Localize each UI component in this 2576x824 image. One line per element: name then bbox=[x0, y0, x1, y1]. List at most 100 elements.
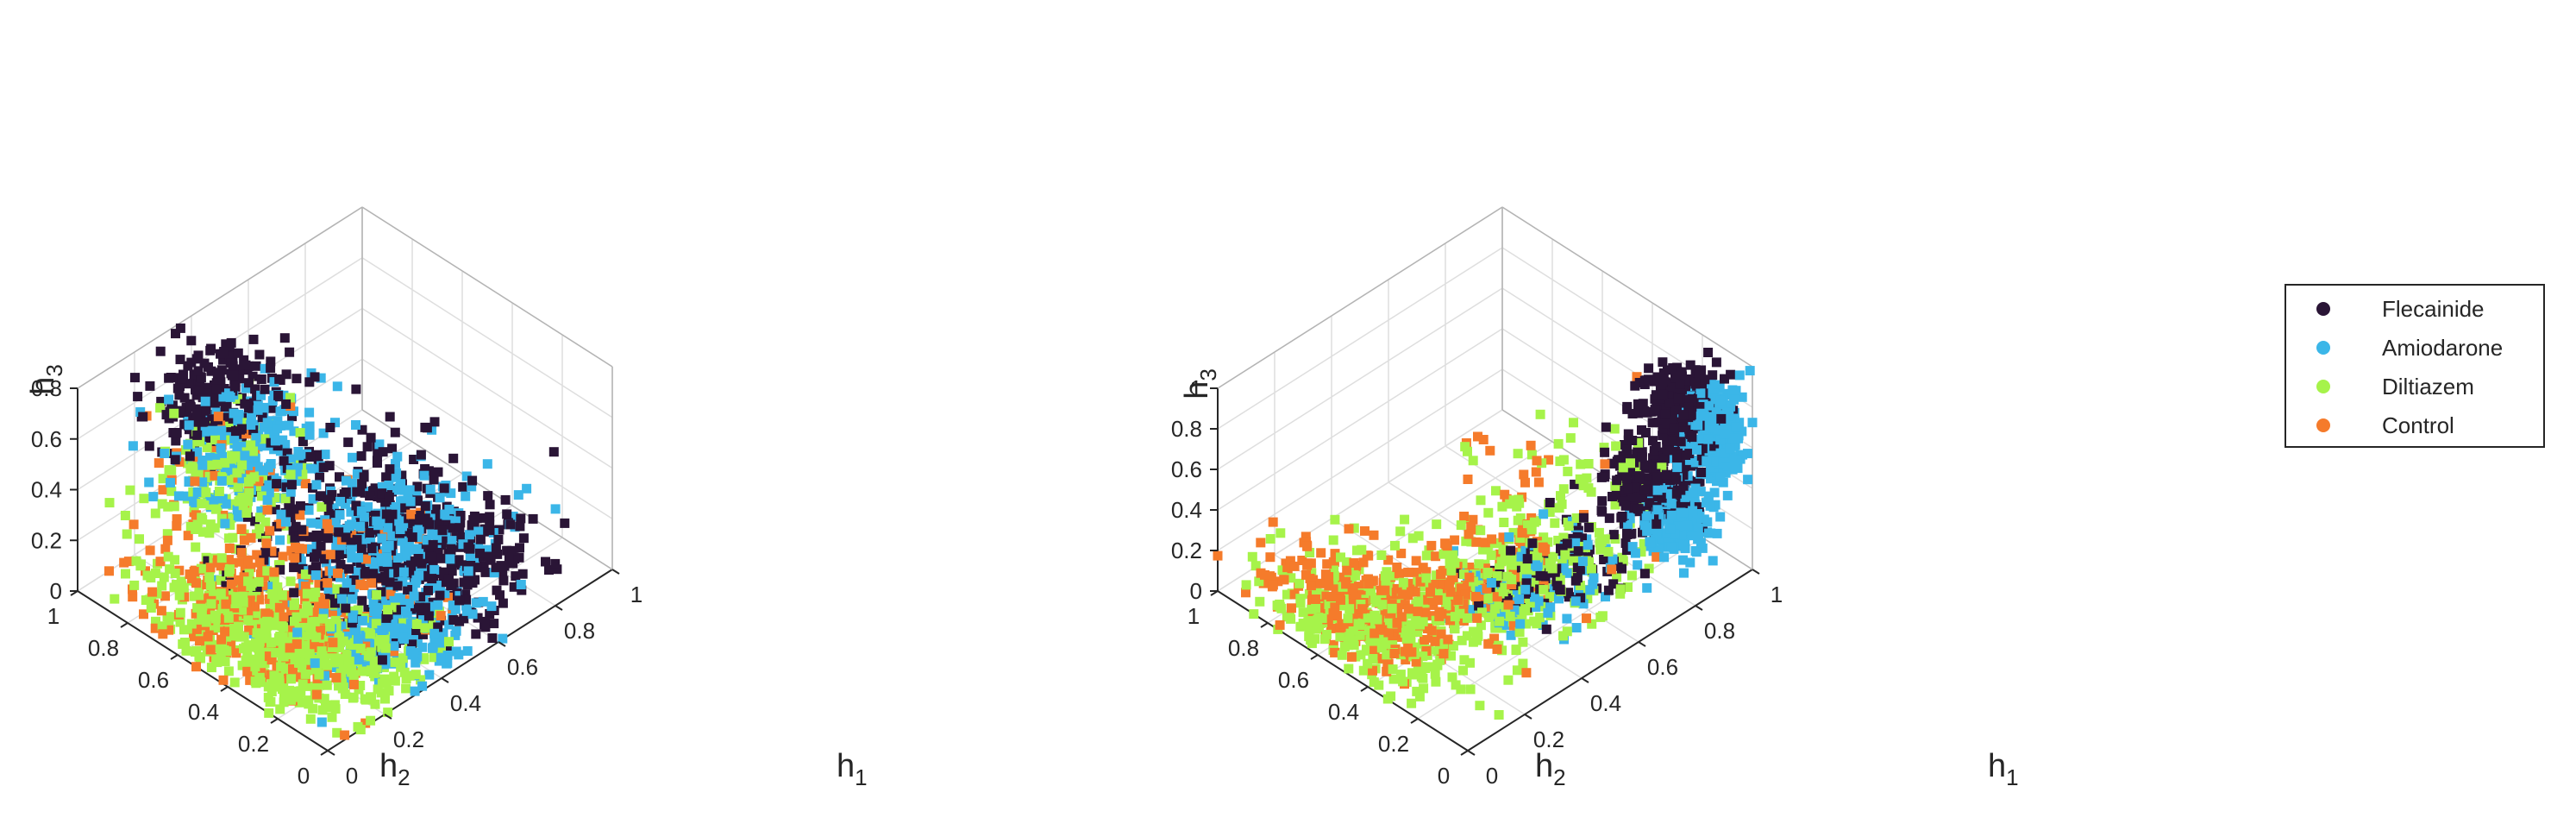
left-point-amiodarone bbox=[232, 505, 242, 515]
left-point-diltiazem bbox=[238, 597, 248, 607]
left-point-control bbox=[348, 679, 359, 689]
left-point-flecainide bbox=[206, 343, 216, 354]
left-point-amiodarone bbox=[405, 619, 416, 629]
left-h1-tick bbox=[327, 750, 335, 756]
left-point-flecainide bbox=[473, 613, 483, 623]
right-point-amiodarone bbox=[1691, 518, 1702, 527]
left-point-control bbox=[213, 412, 223, 422]
right-point-diltiazem bbox=[1310, 634, 1320, 645]
left-point-amiodarone bbox=[278, 435, 288, 445]
left-point-control bbox=[164, 625, 174, 635]
left-point-amiodarone bbox=[522, 483, 532, 494]
left-point-amiodarone bbox=[396, 594, 406, 604]
right-point-amiodarone bbox=[1562, 568, 1572, 578]
left-point-amiodarone bbox=[220, 466, 230, 476]
left-point-control bbox=[288, 664, 298, 674]
right-point-flecainide bbox=[1658, 357, 1668, 368]
left-point-diltiazem bbox=[141, 595, 151, 605]
left-point-amiodarone bbox=[337, 594, 348, 604]
left-point-amiodarone bbox=[355, 521, 366, 532]
right-point-diltiazem bbox=[1339, 642, 1350, 652]
right-point-diltiazem bbox=[1543, 537, 1553, 547]
right-point-diltiazem bbox=[1369, 677, 1379, 688]
left-point-diltiazem bbox=[204, 471, 215, 481]
right-point-diltiazem bbox=[1564, 521, 1574, 532]
right-point-control bbox=[1289, 561, 1300, 571]
left-point-diltiazem bbox=[298, 469, 308, 480]
left-point-flecainide bbox=[548, 447, 559, 457]
left-point-amiodarone bbox=[253, 400, 263, 411]
right-point-control bbox=[1532, 456, 1542, 466]
right-point-flecainide bbox=[1633, 504, 1643, 514]
right-point-diltiazem bbox=[1406, 620, 1416, 630]
left-point-flecainide bbox=[335, 472, 344, 482]
right-point-control bbox=[1396, 612, 1407, 622]
left-point-flecainide bbox=[344, 563, 354, 574]
left-point-flecainide bbox=[466, 536, 476, 546]
right-point-diltiazem bbox=[1554, 503, 1564, 513]
right-point-diltiazem bbox=[1421, 582, 1432, 591]
right-point-diltiazem bbox=[1448, 550, 1458, 560]
right-grid-line bbox=[1217, 409, 1503, 592]
left-point-diltiazem bbox=[399, 667, 410, 677]
right-point-control bbox=[1393, 607, 1403, 617]
left-point-flecainide bbox=[392, 574, 402, 584]
right-point-control bbox=[1460, 589, 1470, 600]
right-point-control bbox=[1466, 521, 1476, 532]
left-point-diltiazem bbox=[270, 682, 280, 692]
left-point-flecainide bbox=[505, 519, 516, 530]
left-point-flecainide bbox=[441, 519, 451, 530]
right-point-control bbox=[1448, 572, 1458, 582]
left-h1-tick bbox=[611, 569, 620, 575]
left-point-amiodarone bbox=[404, 538, 414, 548]
left-point-flecainide bbox=[228, 413, 238, 424]
left-point-control bbox=[244, 626, 254, 635]
left-point-diltiazem bbox=[301, 631, 311, 641]
left-point-amiodarone bbox=[442, 658, 453, 669]
right-point-diltiazem bbox=[1626, 458, 1635, 469]
right-point-control bbox=[1411, 657, 1421, 667]
left-point-amiodarone bbox=[366, 534, 376, 544]
right-point-amiodarone bbox=[1506, 630, 1516, 640]
left-point-diltiazem bbox=[227, 450, 237, 461]
left-point-flecainide bbox=[511, 571, 521, 582]
right-h2-tick bbox=[1460, 750, 1469, 756]
right-point-flecainide bbox=[1648, 462, 1658, 472]
left-point-flecainide bbox=[418, 629, 428, 639]
left-point-flecainide bbox=[324, 461, 335, 471]
right-point-control bbox=[1462, 605, 1472, 615]
right-point-control bbox=[1324, 581, 1334, 591]
left-point-amiodarone bbox=[184, 420, 194, 431]
right-point-flecainide bbox=[1696, 468, 1707, 477]
left-point-amiodarone bbox=[461, 471, 472, 481]
left-point-flecainide bbox=[427, 574, 437, 584]
left-point-flecainide bbox=[518, 533, 529, 544]
left-point-amiodarone bbox=[273, 424, 283, 434]
left-point-flecainide bbox=[400, 503, 411, 513]
right-h1-tick-label: 0.6 bbox=[1647, 654, 1678, 680]
left-grid-line bbox=[361, 257, 613, 418]
left-point-flecainide bbox=[177, 374, 187, 384]
left-point-amiodarone bbox=[203, 494, 213, 504]
left-point-flecainide bbox=[479, 513, 489, 523]
left-point-flecainide bbox=[327, 510, 337, 520]
left-point-control bbox=[295, 510, 305, 520]
left-point-control bbox=[291, 639, 302, 649]
left-point-amiodarone bbox=[436, 652, 446, 663]
left-point-diltiazem bbox=[343, 657, 354, 667]
left-point-flecainide bbox=[461, 594, 472, 605]
left-point-diltiazem bbox=[300, 669, 310, 679]
left-point-diltiazem bbox=[191, 525, 201, 534]
right-point-flecainide bbox=[1541, 624, 1551, 634]
right-point-control bbox=[1301, 532, 1311, 542]
left-xlabel: h1 bbox=[837, 748, 868, 790]
left-point-diltiazem bbox=[310, 616, 320, 626]
right-point-control bbox=[1463, 475, 1473, 484]
left-point-control bbox=[323, 525, 334, 535]
left-point-amiodarone bbox=[417, 642, 428, 652]
right-point-control bbox=[1485, 445, 1495, 456]
left-point-amiodarone bbox=[243, 461, 254, 471]
left-point-diltiazem bbox=[336, 625, 346, 635]
left-point-flecainide bbox=[479, 561, 489, 571]
left-point-control bbox=[340, 730, 350, 740]
